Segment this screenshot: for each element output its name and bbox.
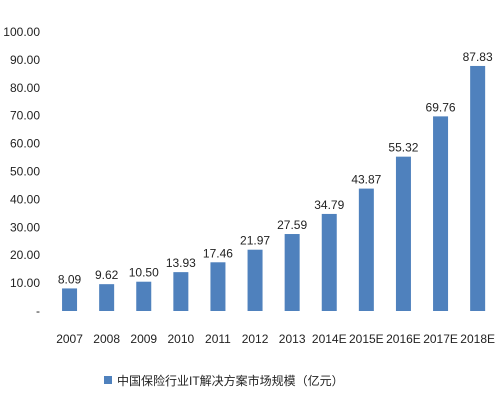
- x-tick-label: 2012: [242, 332, 269, 346]
- bar: [136, 281, 152, 311]
- x-tick-label: 2013: [279, 332, 306, 346]
- legend-swatch: [104, 376, 112, 384]
- x-tick-label: 2007: [56, 332, 83, 346]
- y-tick-label: 70.00: [10, 109, 40, 123]
- x-tick-label: 2016E: [386, 332, 421, 346]
- y-tick-label: 30.00: [10, 220, 40, 234]
- data-label: 69.76: [426, 100, 456, 114]
- y-tick-label: -: [36, 304, 40, 318]
- bar: [470, 65, 486, 311]
- bar: [358, 188, 374, 311]
- y-tick-label: 10.00: [10, 276, 40, 290]
- data-label: 8.09: [58, 272, 82, 286]
- bars: [62, 65, 486, 311]
- y-tick-label: 100.00: [3, 25, 40, 39]
- y-tick-label: 20.00: [10, 248, 40, 262]
- bar: [284, 234, 300, 311]
- x-tick-label: 2017E: [423, 332, 458, 346]
- data-label: 10.50: [129, 266, 159, 280]
- data-label: 9.62: [95, 268, 119, 282]
- x-tick-label: 2009: [130, 332, 157, 346]
- data-label: 43.87: [351, 173, 381, 187]
- data-label: 55.32: [388, 141, 418, 155]
- data-label: 21.97: [240, 234, 270, 248]
- y-tick-label: 60.00: [10, 137, 40, 151]
- x-tick-label: 2015E: [349, 332, 384, 346]
- x-tick-label: 2014E: [312, 332, 347, 346]
- x-tick-label: 2018E: [460, 332, 495, 346]
- bar: [321, 213, 337, 311]
- data-labels: 8.09 9.62 10.50 13.93 17.46 21.97 27.59 34.79 43…: [58, 50, 493, 286]
- data-label: 13.93: [166, 256, 196, 270]
- bar: [99, 284, 115, 311]
- x-tick-label: 2008: [93, 332, 120, 346]
- y-tick-label: 50.00: [10, 165, 40, 179]
- y-tick-label: 40.00: [10, 192, 40, 206]
- y-axis: - 10.00 20.00 30.00 40.00 50.00 60.00 70.00 80.0…: [3, 25, 40, 318]
- x-axis: 2007 2008 2009 2010 2011 2012 2013 2014E 2015E 20…: [56, 332, 495, 346]
- bar: [247, 249, 263, 311]
- data-label: 27.59: [277, 218, 307, 232]
- x-tick-label: 2010: [167, 332, 194, 346]
- legend-label: 中国保险行业IT解决方案市场规模（亿元）: [117, 373, 344, 388]
- legend: 中国保险行业IT解决方案市场规模（亿元）: [104, 373, 344, 388]
- bar: [433, 116, 449, 311]
- x-tick-label: 2011: [205, 332, 231, 346]
- bar: [62, 288, 78, 311]
- data-label: 34.79: [314, 198, 344, 212]
- bar: [395, 156, 411, 311]
- data-label: 87.83: [463, 50, 493, 64]
- data-label: 17.46: [203, 246, 233, 260]
- bar: [210, 262, 226, 311]
- y-tick-label: 90.00: [10, 53, 40, 67]
- bar: [173, 272, 189, 311]
- y-tick-label: 80.00: [10, 81, 40, 95]
